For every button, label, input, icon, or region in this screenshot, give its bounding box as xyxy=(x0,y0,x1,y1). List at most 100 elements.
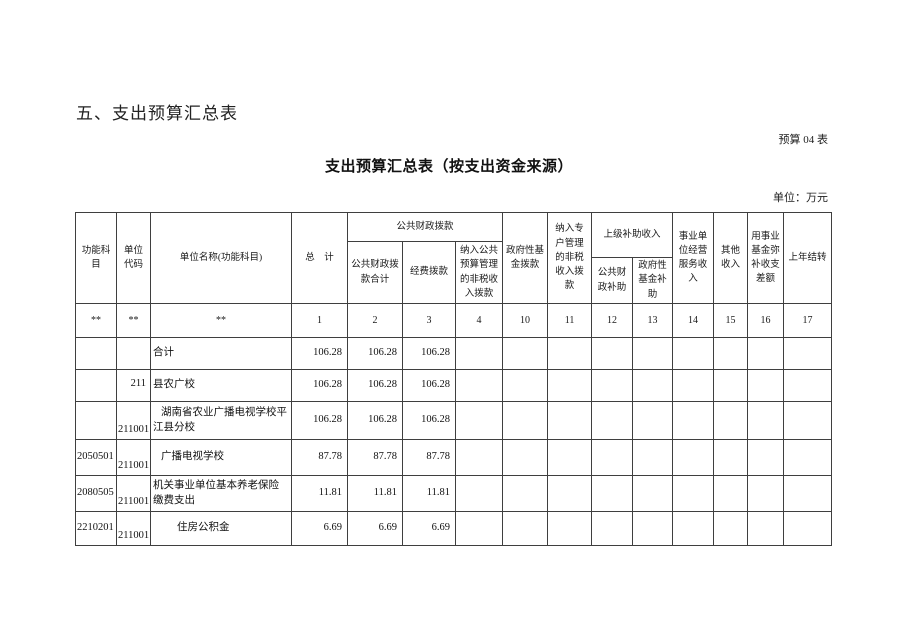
value-cell: 87.78 xyxy=(347,439,403,476)
unit-name-cell: 县农广校 xyxy=(150,369,292,402)
value-cell xyxy=(713,439,749,476)
value-cell xyxy=(591,401,634,440)
header-row-3: 公共财政补助 政府性基金补助 xyxy=(76,257,832,304)
value-cell: 11.81 xyxy=(402,475,456,512)
value-cell xyxy=(632,337,674,370)
value-cell xyxy=(502,475,549,512)
value-cell xyxy=(547,439,593,476)
value-cell xyxy=(502,369,549,402)
value-cell xyxy=(713,401,749,440)
value-cell xyxy=(783,337,833,370)
value-cell: 87.78 xyxy=(291,439,348,476)
value-cell xyxy=(502,401,549,440)
value-cell: 11.81 xyxy=(347,475,403,512)
header-prev-year-carryover: 上年结转 xyxy=(783,212,833,304)
func-subject-code-cell: 2050501 xyxy=(75,439,117,476)
value-cell xyxy=(547,511,593,546)
value-cell xyxy=(713,369,749,402)
value-cell xyxy=(591,337,634,370)
header-unit-code: 单位代码 xyxy=(116,212,151,304)
value-cell xyxy=(454,439,504,476)
value-cell xyxy=(454,401,504,440)
value-cell: 106.28 xyxy=(402,337,456,370)
header-fund-allocation: 经费拨款 xyxy=(402,241,456,304)
value-cell xyxy=(454,369,504,402)
index-cell: 14 xyxy=(672,303,715,338)
unit-code-cell: 211001 xyxy=(116,401,151,440)
index-cell: ** xyxy=(150,303,292,338)
index-cell: 13 xyxy=(632,303,674,338)
value-cell xyxy=(783,475,833,512)
value-cell: 106.28 xyxy=(402,401,456,440)
value-cell xyxy=(713,511,749,546)
unit-code-cell xyxy=(116,337,151,370)
value-cell xyxy=(713,475,749,512)
value-cell xyxy=(632,475,674,512)
index-cell: ** xyxy=(116,303,151,338)
value-cell xyxy=(454,511,504,546)
table-row: 2210201 211001 住房公积金 6.69 6.69 6.69 xyxy=(75,511,833,546)
func-subject-code-cell: 2080505 xyxy=(75,475,117,512)
value-cell xyxy=(547,369,593,402)
value-cell: 6.69 xyxy=(347,511,403,546)
value-cell xyxy=(632,439,674,476)
unit-name-cell: 合计 xyxy=(150,337,292,370)
value-cell xyxy=(591,439,634,476)
header-nontax-public-budget: 纳入公共预算管理的非税收入拨款 xyxy=(454,241,504,304)
column-index-row: ** ** ** 1 2 3 4 10 11 12 13 14 15 16 17 xyxy=(75,303,833,338)
value-cell xyxy=(502,439,549,476)
header-business-service-income: 事业单位经营服务收入 xyxy=(672,212,715,304)
value-cell xyxy=(632,511,674,546)
value-cell: 106.28 xyxy=(402,369,456,402)
func-subject-code-cell xyxy=(75,401,117,440)
value-cell xyxy=(454,475,504,512)
value-cell xyxy=(672,511,715,546)
header-public-finance-group: 公共财政拨款 xyxy=(346,212,504,242)
section-heading: 五、支出预算汇总表 xyxy=(76,104,238,123)
header-nontax-special-account: 纳入专户管理的非税收入拨款 xyxy=(547,212,593,304)
value-cell xyxy=(672,369,715,402)
value-cell: 106.28 xyxy=(347,369,403,402)
table-row: 211 县农广校 106.28 106.28 106.28 xyxy=(75,369,833,402)
value-cell xyxy=(591,511,634,546)
index-cell: ** xyxy=(75,303,117,338)
header-career-fund-balance: 用事业基金弥补收支差额 xyxy=(747,212,785,304)
value-cell xyxy=(672,337,715,370)
value-cell xyxy=(547,337,593,370)
table-row: 2050501 211001 广播电视学校 87.78 87.78 87.78 xyxy=(75,439,833,476)
index-cell: 15 xyxy=(713,303,749,338)
value-cell xyxy=(747,369,785,402)
value-cell: 106.28 xyxy=(347,337,403,370)
value-cell xyxy=(783,511,833,546)
value-cell: 106.28 xyxy=(347,401,403,440)
unit-code-cell: 211001 xyxy=(116,511,151,546)
value-cell: 106.28 xyxy=(291,401,348,440)
value-cell: 6.69 xyxy=(402,511,456,546)
header-row-2: 公共财政拨款合计 经费拨款 纳入公共预算管理的非税收入拨款 xyxy=(76,241,832,304)
table-body: 合计 106.28 106.28 106.28 211 县农广校 106.28 106.28 1… xyxy=(75,337,833,546)
index-cell: 3 xyxy=(402,303,456,338)
header-unit-name: 单位名称(功能科目) xyxy=(150,212,292,304)
value-cell xyxy=(747,511,785,546)
index-cell: 1 xyxy=(291,303,348,338)
value-cell: 11.81 xyxy=(291,475,348,512)
value-cell: 6.69 xyxy=(291,511,348,546)
table-row: 合计 106.28 106.28 106.28 xyxy=(75,337,833,370)
unit-code-cell: 211001 xyxy=(116,475,151,512)
value-cell xyxy=(783,439,833,476)
value-cell xyxy=(632,369,674,402)
index-cell: 2 xyxy=(347,303,403,338)
header-func-subject: 功能科目 xyxy=(75,212,117,304)
value-cell xyxy=(454,337,504,370)
value-cell: 106.28 xyxy=(291,337,348,370)
value-cell xyxy=(632,401,674,440)
index-cell: 11 xyxy=(547,303,593,338)
index-cell: 10 xyxy=(502,303,549,338)
value-cell xyxy=(783,369,833,402)
value-cell xyxy=(591,369,634,402)
value-cell xyxy=(747,401,785,440)
value-cell: 106.28 xyxy=(291,369,348,402)
value-cell xyxy=(672,475,715,512)
value-cell xyxy=(502,337,549,370)
